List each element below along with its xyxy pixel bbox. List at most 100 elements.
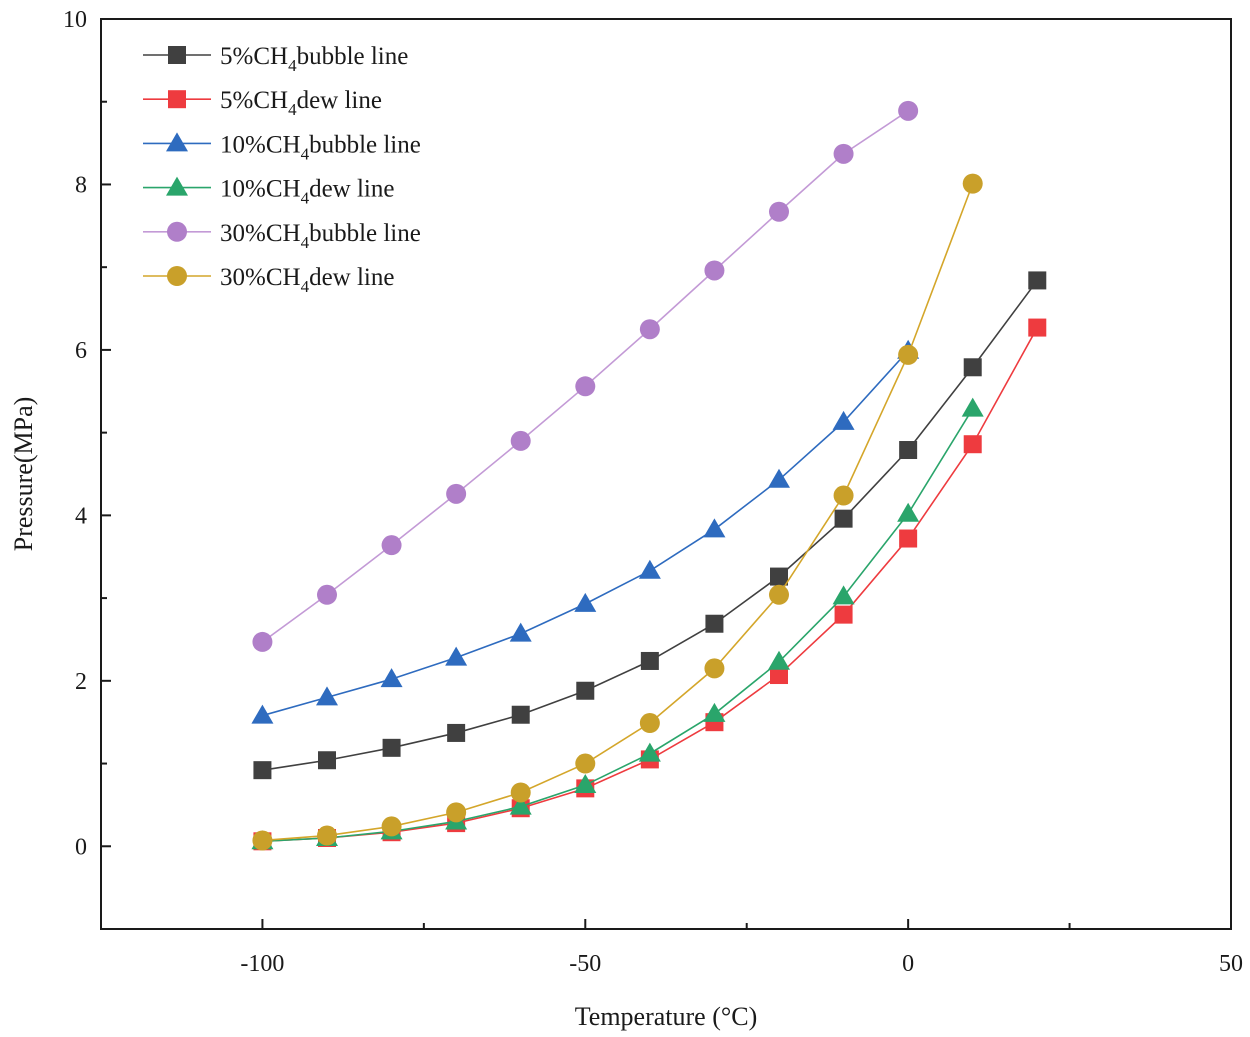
- legend-label: 30%CH4dew line: [220, 264, 394, 296]
- data-point: [703, 518, 726, 538]
- series-3: [251, 339, 920, 724]
- data-point: [638, 559, 661, 579]
- data-point: [704, 260, 725, 281]
- data-point: [575, 753, 596, 774]
- legend-label: 10%CH4bubble line: [220, 131, 421, 163]
- data-point: [446, 802, 467, 823]
- legend-marker: [167, 266, 187, 286]
- data-point: [381, 535, 402, 556]
- legend-marker: [168, 46, 186, 64]
- data-point: [382, 738, 401, 757]
- data-point: [316, 686, 338, 706]
- data-point: [574, 592, 597, 612]
- data-point: [899, 529, 918, 548]
- data-point: [509, 622, 532, 642]
- y-tick-label: 2: [75, 669, 87, 695]
- plot-frame: [100, 18, 1232, 930]
- series-line: [262, 350, 909, 717]
- y-tick-label: 8: [75, 172, 87, 198]
- data-point: [381, 816, 402, 837]
- legend-marker: [166, 176, 188, 196]
- legend: 5%CH4bubble line 5%CH4dew line 10%CH4bubbl…: [143, 43, 421, 296]
- data-point: [834, 605, 853, 624]
- data-point: [509, 795, 532, 815]
- data-point: [252, 830, 273, 851]
- data-point: [833, 485, 854, 506]
- legend-marker: [168, 90, 186, 109]
- series-2: [253, 318, 1047, 851]
- legend-entry: 30%CH4bubble line: [143, 220, 421, 252]
- legend-entry: 5%CH4dew line: [143, 87, 382, 119]
- series-line: [262, 408, 974, 843]
- legend-label: 5%CH4bubble line: [220, 43, 408, 75]
- data-point: [638, 742, 661, 762]
- data-point: [769, 584, 789, 605]
- data-point: [769, 201, 789, 222]
- x-tick-label: -100: [240, 951, 284, 977]
- data-point: [833, 143, 854, 164]
- x-axis-title: Temperature (°C): [575, 1002, 758, 1031]
- data-point: [832, 585, 855, 605]
- axis-ticks: -100 -50 0 50 0 2 4 6 8 10: [63, 7, 1243, 977]
- legend-label: 10%CH4dew line: [220, 176, 394, 208]
- y-axis-title: Pressure(MPa): [9, 397, 38, 552]
- data-point: [770, 567, 788, 586]
- legend-label: 30%CH4bubble line: [220, 220, 421, 252]
- legend-entry: 10%CH4dew line: [143, 176, 394, 208]
- data-point: [704, 658, 725, 679]
- data-point: [317, 825, 337, 846]
- data-point: [705, 614, 724, 633]
- legend-marker: [166, 132, 188, 152]
- legend-entry: 10%CH4bubble line: [143, 131, 421, 163]
- data-point: [574, 774, 597, 794]
- data-point: [963, 435, 982, 454]
- data-point: [511, 705, 530, 724]
- data-point: [639, 319, 660, 340]
- x-tick-label: -50: [569, 951, 601, 977]
- series-1: [253, 271, 1047, 780]
- data-point: [640, 651, 659, 670]
- data-point: [768, 650, 790, 670]
- data-point: [961, 397, 984, 417]
- legend-entry: 5%CH4bubble line: [143, 43, 408, 75]
- data-point: [770, 666, 788, 685]
- series-line: [262, 279, 1038, 771]
- data-point: [832, 410, 855, 430]
- data-point: [445, 646, 468, 666]
- data-point: [962, 173, 983, 194]
- series-6: [252, 173, 983, 851]
- data-point: [575, 376, 596, 397]
- data-point: [317, 584, 337, 605]
- data-point: [576, 681, 595, 700]
- data-point: [897, 502, 920, 522]
- data-point: [834, 509, 853, 528]
- y-tick-label: 4: [75, 503, 87, 529]
- data-point: [380, 668, 403, 688]
- data-point: [253, 761, 272, 780]
- data-point: [252, 631, 273, 652]
- data-point: [510, 782, 531, 803]
- data-point: [639, 713, 660, 734]
- data-point: [251, 704, 274, 724]
- legend-entry: 30%CH4dew line: [143, 264, 394, 296]
- x-tick-label: 50: [1219, 951, 1243, 977]
- y-tick-label: 6: [75, 338, 87, 364]
- x-tick-label: 0: [902, 951, 914, 977]
- data-point: [1028, 318, 1047, 337]
- series-4: [251, 397, 984, 850]
- data-point: [898, 344, 919, 365]
- series-line: [262, 183, 974, 842]
- data-point: [768, 468, 790, 488]
- data-point: [1028, 271, 1047, 290]
- y-tick-label: 0: [75, 834, 87, 860]
- data-point: [703, 702, 726, 722]
- data-point: [510, 430, 531, 451]
- legend-marker: [167, 221, 187, 242]
- data-point: [963, 358, 982, 377]
- data-point: [446, 483, 467, 504]
- data-point: [898, 100, 919, 121]
- legend-label: 5%CH4dew line: [220, 87, 382, 119]
- series-5: [252, 100, 919, 652]
- data-point: [447, 723, 466, 742]
